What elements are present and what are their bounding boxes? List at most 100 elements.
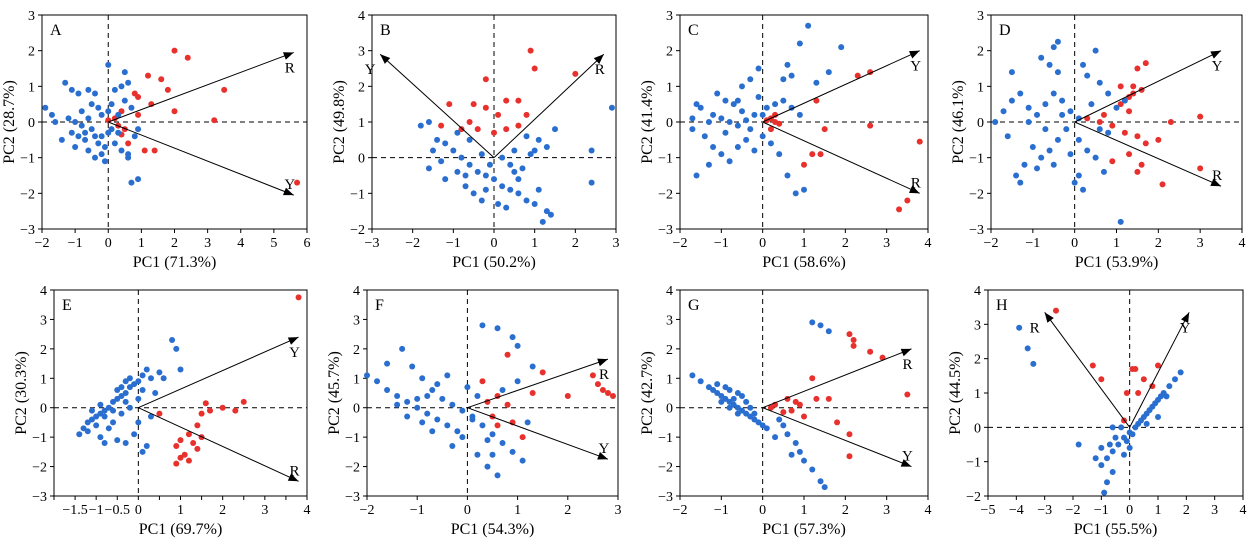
panel-f-series-1-point xyxy=(469,416,476,423)
panel-g-y-tick-label: 1 xyxy=(666,372,673,387)
panel-c-series-1-point xyxy=(751,147,758,154)
panel-c-x-tick-label: 2 xyxy=(842,236,849,251)
panel-d-series-1-point xyxy=(1046,61,1053,68)
panel-d-series-0-point xyxy=(1167,119,1174,125)
panel-f-series-1-point xyxy=(449,401,456,408)
panel-b-series-0-point xyxy=(531,65,538,72)
panel-e-loading-r-line xyxy=(138,407,299,482)
panel-h-loading-y-arrowhead xyxy=(1181,312,1190,324)
panel-d-series-0-point xyxy=(1117,101,1124,108)
panel-e-series-1-point xyxy=(93,413,100,420)
panel-e-y-tick-label: −2 xyxy=(32,461,47,476)
panel-e-loading-y-arrowhead xyxy=(287,337,299,345)
panel-d-x-tick-label: −2 xyxy=(984,236,999,251)
panel-h-series-1-point xyxy=(1115,441,1122,448)
panel-g-series-0-point xyxy=(801,413,807,420)
panel-f-series-1-point xyxy=(484,437,491,444)
panel-b-series-1-point xyxy=(523,197,530,204)
panel-e-series-0-point xyxy=(177,437,184,444)
panel-b-series-1-point xyxy=(531,147,538,154)
panel-b-loading-r-label: R xyxy=(595,62,605,78)
panel-h-series-0-point xyxy=(1089,362,1096,369)
panel-a-y-tick-label: 1 xyxy=(28,80,35,95)
panel-a-series-0-point xyxy=(211,117,218,124)
panel-a-series-1-point xyxy=(75,133,82,140)
panel-c-series-1-point xyxy=(747,76,754,83)
panel-f-series-1-point xyxy=(444,372,451,379)
panel-d-x-tick-label: 2 xyxy=(1155,236,1162,251)
panel-e-series-1-point xyxy=(84,419,91,426)
panel-f-series-1-point xyxy=(494,472,501,479)
panel-b-series-1-point xyxy=(425,165,432,172)
panel-e-series-0-point xyxy=(185,431,192,438)
panel-d-y-tick-label: 3 xyxy=(977,9,984,24)
panel-b-series-1-point xyxy=(478,151,485,158)
panel-a-series-0-point xyxy=(164,86,171,93)
panel-b-y-tick-label: 3 xyxy=(358,45,365,60)
panel-b-series-1-point xyxy=(482,172,489,179)
panel-d-series-1-point xyxy=(1080,186,1087,193)
panel-e-series-1-point xyxy=(139,387,146,394)
panel-a-series-1-point xyxy=(42,104,49,111)
panel-g-series-1-point xyxy=(759,422,766,429)
panel-d-loading-y-arrowhead xyxy=(1210,50,1222,59)
panel-e-series-0-point xyxy=(177,454,184,461)
panel-c-series-1-point xyxy=(796,40,803,47)
panel-c-x-tick-label: 0 xyxy=(759,236,766,251)
panel-a-series-0-point xyxy=(135,94,142,101)
panel-c-series-0-point xyxy=(817,151,824,158)
panel-a-y-tick-label: 3 xyxy=(28,9,35,24)
panel-f-loading-y-label: Y xyxy=(599,441,610,457)
panel-c-series-1-point xyxy=(796,111,803,118)
panel-b-x-tick-label: 1 xyxy=(531,236,538,251)
panel-a-series-1-point xyxy=(111,86,118,93)
panel-g-series-1-point xyxy=(705,384,712,391)
panel-f-series-1-point xyxy=(444,422,451,429)
panel-b-series-1-point xyxy=(417,122,424,129)
panel-d-series-0-point xyxy=(1100,111,1107,118)
panel-f-series-1-point xyxy=(489,451,496,458)
panel-b-series-0-point xyxy=(523,111,530,118)
panel-g-y-tick-label: 3 xyxy=(666,313,673,328)
panel-b-y-axis-title: PC2 (49.8%) xyxy=(331,80,348,164)
panel-g-series-1-point xyxy=(792,440,799,447)
panel-f-series-1-point xyxy=(439,395,446,402)
panel-h-series-0-point xyxy=(1140,376,1147,383)
panel-e-y-axis-title: PC2 (30.3%) xyxy=(13,351,30,435)
panel-c-series-1-point xyxy=(722,97,729,104)
panel-e-series-1-point xyxy=(135,378,142,385)
panel-b-series-1-point xyxy=(425,119,432,125)
panel-e-series-1-point xyxy=(126,404,133,411)
panel-g-series-0-point xyxy=(904,391,911,398)
panel-e-series-1-point xyxy=(118,384,125,391)
panel-f-letter: F xyxy=(375,297,384,314)
panel-b-series-0-point xyxy=(527,47,534,54)
panel-d-series-1-point xyxy=(1113,104,1120,111)
panel-d-series-1-point xyxy=(1042,126,1049,133)
panel-h-x-tick-label: −2 xyxy=(1066,503,1081,518)
panel-b-series-0-point xyxy=(515,97,522,104)
panel-c-letter: C xyxy=(688,22,699,39)
panel-h-y-tick-label: 0 xyxy=(974,421,981,436)
panel-h-series-1-point xyxy=(1123,438,1130,445)
panel-a-series-1-point xyxy=(108,101,115,108)
panel-c-series-0-point xyxy=(767,126,774,133)
panel-b-series-1-point xyxy=(523,133,530,140)
panel-a-series-0-point xyxy=(294,179,301,186)
panel-f-loading-y-arrowhead xyxy=(597,452,608,460)
panel-d-series-1-point xyxy=(1050,90,1057,97)
panel-h-x-tick-label: 4 xyxy=(1240,503,1247,518)
panel-g-loading-r-label: R xyxy=(902,357,912,373)
panel-f-x-tick-label: 2 xyxy=(564,503,571,518)
panel-d-loading-r-label: R xyxy=(1212,168,1222,184)
panel-h-series-1-point xyxy=(1075,441,1082,448)
panel-d-y-tick-label: −1 xyxy=(969,152,984,167)
panel-c-x-tick-label: −2 xyxy=(673,236,688,251)
panel-e-series-1-point xyxy=(122,398,129,405)
panel-g-loading-y-line xyxy=(762,407,912,468)
panel-h-series-1-point xyxy=(1155,414,1161,421)
panel-d-series-1-point xyxy=(1017,179,1024,186)
panel-c-series-1-point xyxy=(743,136,750,143)
panel-c-series-0-point xyxy=(896,206,903,213)
